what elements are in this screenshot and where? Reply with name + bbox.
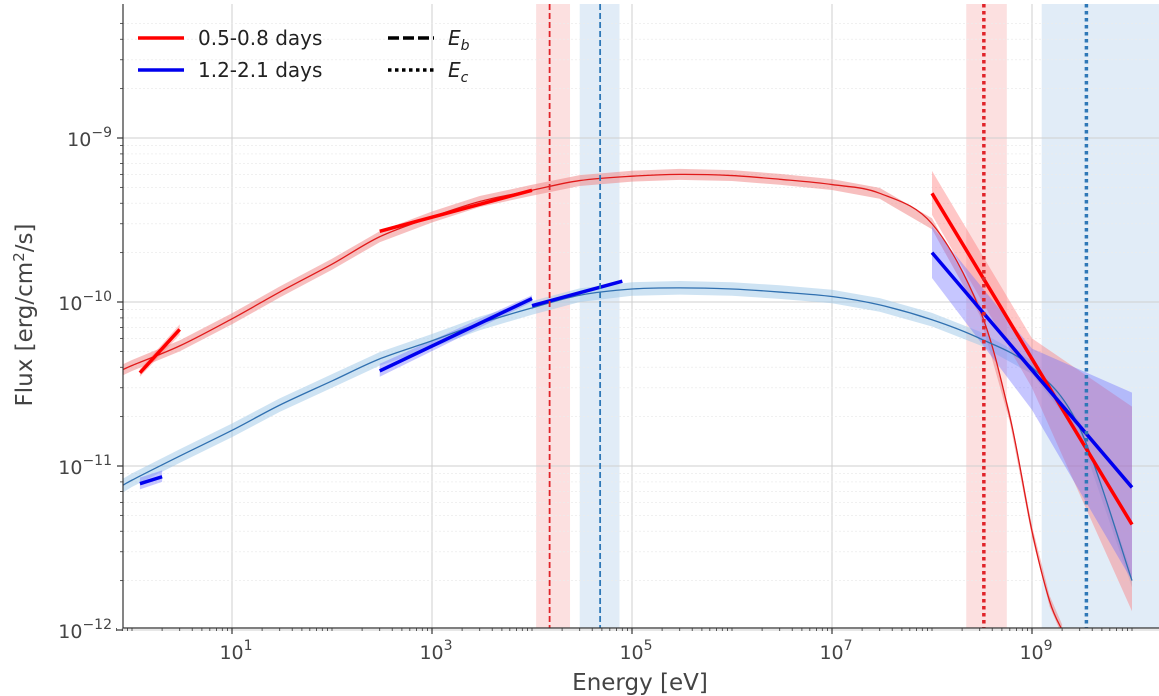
legend-label-3-base: E	[448, 58, 461, 82]
y-tick-label-1-exponent: −11	[82, 453, 112, 469]
fit-segment-1-1	[378, 296, 533, 373]
energy-range-band-e_b-0	[536, 4, 571, 628]
legend-label-3-subscript: c	[461, 70, 469, 86]
fit-segment-0-1	[379, 188, 533, 233]
fit-segment-0-0	[138, 328, 182, 374]
x-tick-label-2-exponent: 5	[644, 638, 653, 654]
x-tick-label-1: 103	[419, 638, 452, 664]
fit-segment-0-2	[930, 192, 1134, 526]
model-band-1	[123, 281, 1132, 588]
x-tick-label-2: 105	[619, 638, 652, 664]
y-tick-label-0-base: 10	[58, 621, 82, 643]
fit-segment-1-3	[930, 251, 1134, 489]
fit-band-0-1	[932, 170, 1132, 612]
x-tick-label-3-exponent: 7	[844, 638, 853, 654]
energy-bands-layer	[536, 4, 1159, 628]
x-tick-label-1-base: 10	[419, 642, 443, 664]
x-tick-label-3-base: 10	[819, 642, 843, 664]
fit-segment-1-0	[139, 475, 163, 486]
legend-label-2-subscript: b	[461, 38, 470, 54]
y-tick-label-0: 10−12	[58, 617, 112, 643]
x-tick-label-0-exponent: 1	[244, 638, 253, 654]
model-curves-layer	[123, 173, 1133, 628]
x-tick-label-0-base: 10	[219, 642, 243, 664]
y-tick-label-1-base: 10	[58, 457, 82, 479]
x-tick-label-1-exponent: 3	[444, 638, 453, 654]
y-axis-label-exponent: 2	[10, 252, 28, 262]
x-tick-label-3: 107	[819, 638, 852, 664]
y-tick-label-3-exponent: −9	[91, 125, 112, 141]
legend-label-1: 1.2-2.1 days	[198, 58, 322, 82]
model-curve-0	[123, 173, 1062, 628]
y-tick-label-0-exponent: −12	[82, 617, 112, 633]
y-tick-label-3-base: 10	[67, 129, 91, 151]
x-tick-label-4: 109	[1019, 638, 1052, 664]
x-axis-label: Energy [eV]	[572, 670, 708, 696]
y-tick-label-1: 10−11	[58, 453, 112, 479]
fit-segment-1-2	[531, 279, 623, 308]
legend-label-2: Eb	[448, 26, 470, 54]
fit-segments-layer	[138, 188, 1134, 526]
legend-label-3: Ec	[448, 58, 469, 86]
legend-label-2-base: E	[448, 26, 461, 50]
axes-layer	[122, 4, 1159, 629]
y-axis-label: Flux [erg/cm2/s]	[10, 224, 38, 407]
x-tick-label-4-exponent: 9	[1044, 638, 1053, 654]
energy-markers-layer	[548, 4, 1089, 628]
x-tick-label-2-base: 10	[619, 642, 643, 664]
y-tick-label-2: 10−10	[58, 289, 112, 315]
model-curve-1	[123, 287, 1133, 581]
y-tick-label-3: 10−9	[67, 125, 112, 151]
energy-range-band-e_c-1	[1041, 4, 1159, 628]
x-tick-label-0: 101	[219, 638, 252, 664]
y-tick-label-2-base: 10	[58, 293, 82, 315]
model-bands-layer	[123, 168, 1132, 628]
grid-layer	[123, 4, 1159, 631]
x-tick-label-4-base: 10	[1019, 642, 1043, 664]
legend-label-0: 0.5-0.8 days	[198, 26, 322, 50]
y-tick-label-2-exponent: −10	[82, 289, 112, 305]
